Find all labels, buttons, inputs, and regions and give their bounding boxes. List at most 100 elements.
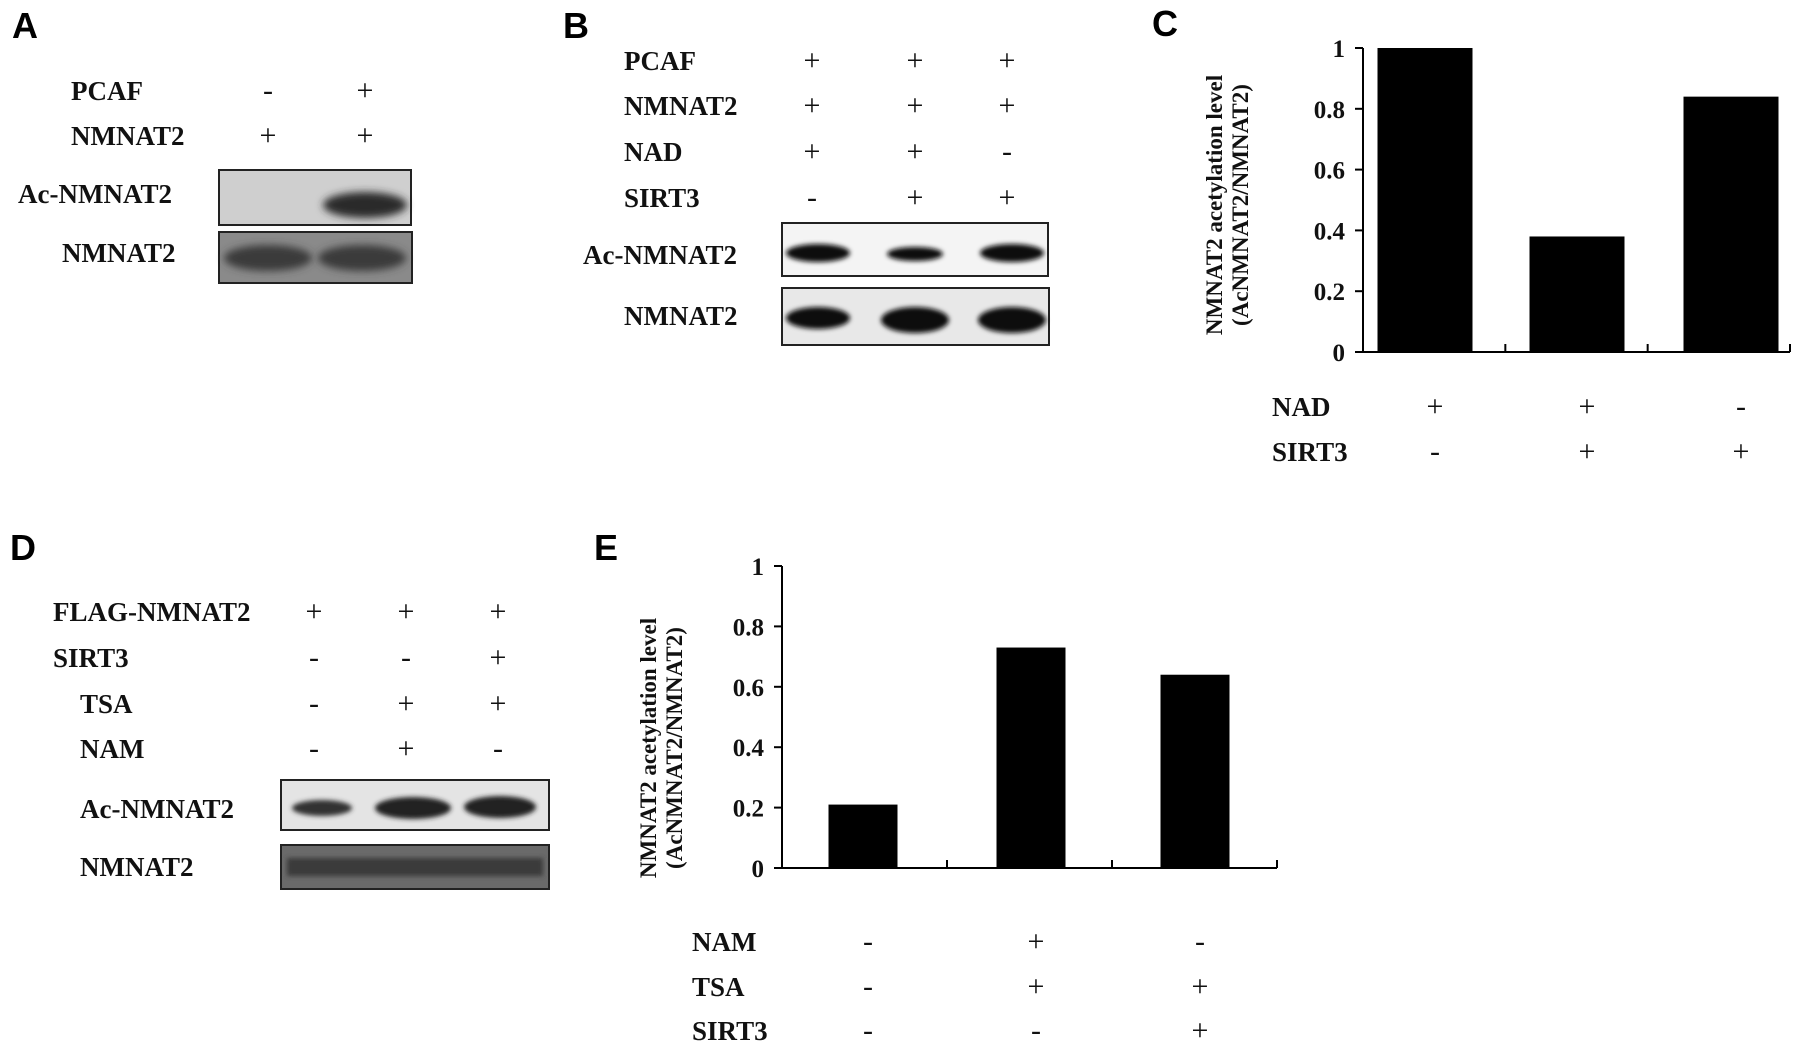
- sign: -: [309, 687, 319, 720]
- sign: +: [907, 181, 924, 214]
- sign: +: [490, 595, 507, 628]
- row-label: NMNAT2: [71, 121, 184, 151]
- sign: +: [1733, 435, 1750, 468]
- row-label: NAD: [624, 137, 683, 167]
- sign: -: [863, 1014, 873, 1047]
- blot-label: Ac-NMNAT2: [80, 794, 234, 824]
- condition-label: TSA: [692, 972, 745, 1002]
- sign: -: [1736, 390, 1746, 423]
- row-label: SIRT3: [624, 183, 700, 213]
- condition-label: SIRT3: [1272, 437, 1348, 467]
- row-label: SIRT3: [53, 643, 129, 673]
- y-tick-label: 0: [1333, 340, 1346, 367]
- y-tick-label: 0.4: [1314, 218, 1346, 245]
- condition-label: NAM: [692, 927, 756, 957]
- sign: +: [398, 687, 415, 720]
- sign: +: [357, 74, 374, 107]
- sign: +: [490, 687, 507, 720]
- sign: +: [1427, 390, 1444, 423]
- bar: [1529, 236, 1625, 352]
- sign: +: [804, 89, 821, 122]
- sign: +: [357, 119, 374, 152]
- blot-label: Ac-NMNAT2: [583, 240, 737, 270]
- bar: [1160, 674, 1230, 868]
- panel-label-d: D: [10, 527, 36, 568]
- sign: +: [999, 181, 1016, 214]
- sign: -: [309, 732, 319, 765]
- blot-label: NMNAT2: [624, 301, 737, 331]
- sign: -: [807, 181, 817, 214]
- western-blot-ac-nmnat2: [781, 222, 1049, 277]
- bar-chart-e: 0 0.2 0.4 0.6 0.8 1 NMNAT2 acetylation level(A…: [636, 554, 1278, 1047]
- y-tick-label: 0: [752, 856, 765, 883]
- sign: +: [1579, 435, 1596, 468]
- sign: +: [260, 119, 277, 152]
- sign: -: [863, 925, 873, 958]
- western-blot-ac-nmnat2: [218, 169, 412, 226]
- sign: -: [493, 732, 503, 765]
- y-axis-label-line2: (AcNMNAT2/NMNAT2): [662, 627, 687, 869]
- sign: -: [1430, 435, 1440, 468]
- y-tick-label: 0.6: [733, 675, 764, 702]
- row-label: NMNAT2: [624, 91, 737, 121]
- y-tick-label: 1: [752, 554, 765, 581]
- sign: +: [1192, 1014, 1209, 1047]
- sign: +: [306, 595, 323, 628]
- sign: +: [398, 595, 415, 628]
- row-label: PCAF: [71, 76, 143, 106]
- sign: +: [490, 641, 507, 674]
- panel-label-b: B: [563, 5, 589, 46]
- bar: [996, 647, 1066, 868]
- y-axis-label-line2: (AcNMNAT2/NMNAT2): [1228, 84, 1253, 326]
- sign: -: [1031, 1014, 1041, 1047]
- y-axis-label-line1: NMNAT2 acetylation level: [636, 618, 661, 878]
- bar: [1683, 96, 1779, 352]
- panel-label-e: E: [594, 527, 618, 568]
- y-tick-label: 0.8: [733, 614, 764, 641]
- sign: +: [1028, 970, 1045, 1003]
- western-blot-ac-nmnat2: [280, 779, 550, 831]
- y-axis-label: NMNAT2 acetylation level(AcNMNAT2/NMNAT2…: [1202, 75, 1253, 335]
- sign: -: [1002, 135, 1012, 168]
- sign: +: [398, 732, 415, 765]
- condition-label: NAD: [1272, 392, 1331, 422]
- bar-chart-c: 0 0.2 0.4 0.6 0.8 1 NMNAT2 acetylation level(A…: [1202, 36, 1791, 468]
- sign: +: [907, 89, 924, 122]
- panel-label-a: A: [12, 5, 38, 46]
- y-tick-label: 0.4: [733, 735, 765, 762]
- y-tick-label: 0.6: [1314, 158, 1345, 185]
- sign: -: [401, 641, 411, 674]
- bar: [1377, 48, 1473, 352]
- sign: -: [1195, 925, 1205, 958]
- sign: +: [999, 89, 1016, 122]
- sign: +: [1192, 970, 1209, 1003]
- y-tick-label: 0.2: [1314, 279, 1345, 306]
- row-label: NAM: [80, 734, 144, 764]
- western-blot-nmnat2: [218, 231, 413, 284]
- panel-label-c: C: [1152, 3, 1178, 44]
- western-blot-nmnat2: [781, 287, 1050, 346]
- bar: [828, 804, 898, 868]
- y-axis-label-line1: NMNAT2 acetylation level: [1202, 75, 1227, 335]
- sign: -: [309, 641, 319, 674]
- y-tick-label: 1: [1333, 36, 1346, 63]
- y-tick-label: 0.2: [733, 796, 764, 823]
- blot-label: NMNAT2: [62, 238, 175, 268]
- sign: +: [907, 44, 924, 77]
- row-label: FLAG-NMNAT2: [53, 597, 250, 627]
- condition-label: SIRT3: [692, 1016, 768, 1046]
- sign: -: [263, 74, 273, 107]
- sign: +: [804, 44, 821, 77]
- sign: +: [804, 135, 821, 168]
- blot-label: Ac-NMNAT2: [18, 179, 172, 209]
- sign: -: [863, 970, 873, 1003]
- sign: +: [1579, 390, 1596, 423]
- sign: +: [907, 135, 924, 168]
- row-label: PCAF: [624, 46, 696, 76]
- sign: +: [1028, 925, 1045, 958]
- blot-label: NMNAT2: [80, 852, 193, 882]
- sign: +: [999, 44, 1016, 77]
- western-blot-nmnat2: [280, 844, 550, 890]
- y-axis-label: NMNAT2 acetylation level(AcNMNAT2/NMNAT2…: [636, 618, 687, 878]
